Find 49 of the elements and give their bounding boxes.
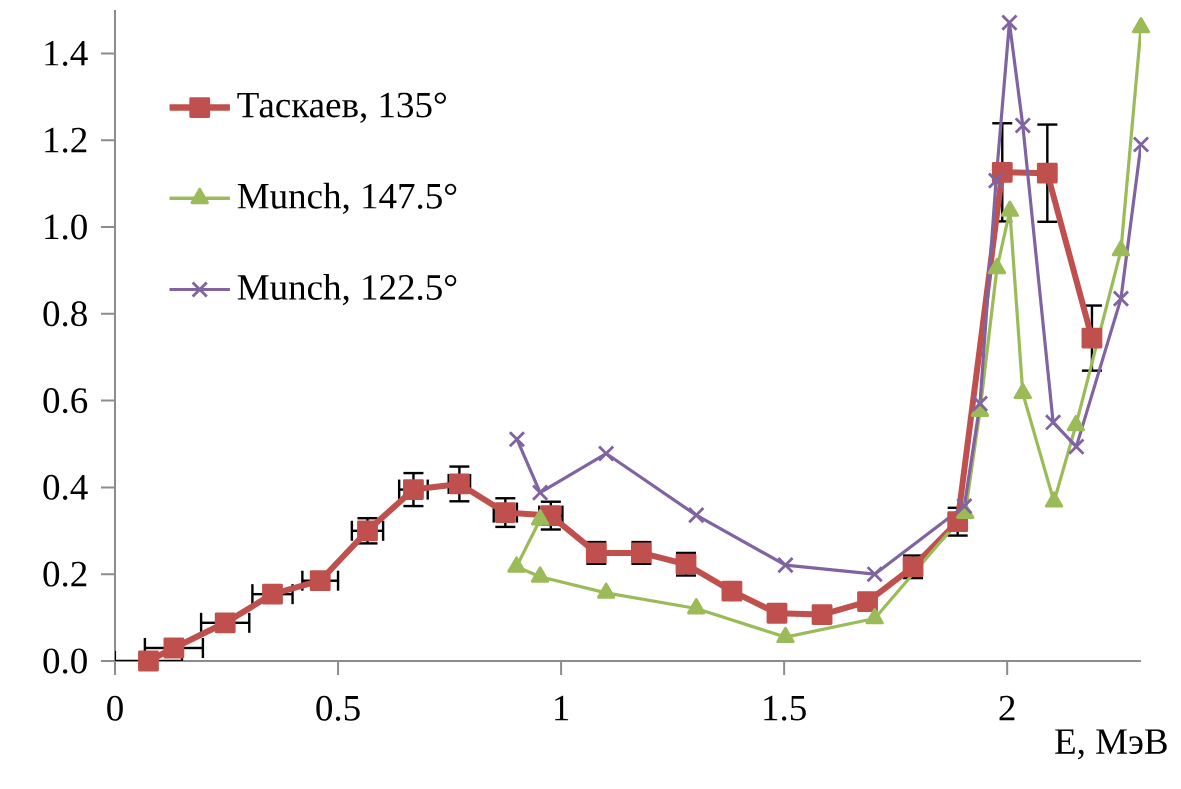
point [597, 445, 615, 463]
point [1014, 116, 1032, 134]
point [1044, 413, 1062, 431]
point [776, 626, 795, 644]
point [262, 583, 283, 605]
point [1036, 162, 1058, 184]
point [987, 172, 1005, 190]
point [865, 608, 884, 625]
point [866, 565, 884, 583]
point [857, 591, 878, 612]
point [721, 580, 743, 602]
point [1132, 136, 1150, 154]
point [687, 506, 705, 524]
x-axis-title: E, МэВ [1055, 729, 1167, 760]
point [530, 509, 550, 526]
point [1111, 240, 1131, 257]
legend-label: Таскаев, 135° [237, 92, 446, 123]
y-tick-label: 0.8 [43, 301, 87, 327]
point [163, 637, 185, 659]
y-tick-label: 0.2 [43, 561, 87, 587]
x-tick-label: 1.5 [764, 695, 806, 721]
point [811, 604, 833, 625]
point [971, 395, 989, 413]
y-tick-label: 1.4 [45, 40, 88, 66]
point [1081, 327, 1103, 349]
x-tick-label: 0.5 [316, 695, 360, 721]
x-tick-label: 1 [555, 695, 569, 721]
legend-label: Munch, 122.5° [237, 273, 457, 306]
point [1067, 438, 1085, 456]
point [309, 570, 331, 592]
legend-label: Munch, 147.5° [237, 182, 457, 215]
point [508, 430, 526, 448]
point [403, 479, 424, 500]
point [1000, 14, 1018, 32]
point [687, 598, 706, 615]
y-tick-label: 0.6 [43, 388, 88, 414]
y-tick-label: 0.0 [43, 648, 87, 674]
y-tick-label: 1.2 [45, 127, 87, 153]
x-tick-label: 0 [107, 695, 123, 721]
y-tick-label: 0.4 [43, 474, 88, 500]
y-tick-label: 1.0 [45, 214, 87, 240]
point [777, 556, 794, 574]
point [214, 612, 236, 634]
point [138, 650, 159, 672]
point [766, 602, 788, 624]
point [955, 497, 973, 515]
point [1112, 290, 1130, 308]
point [531, 484, 549, 502]
x-tick-label: 2 [999, 695, 1015, 721]
